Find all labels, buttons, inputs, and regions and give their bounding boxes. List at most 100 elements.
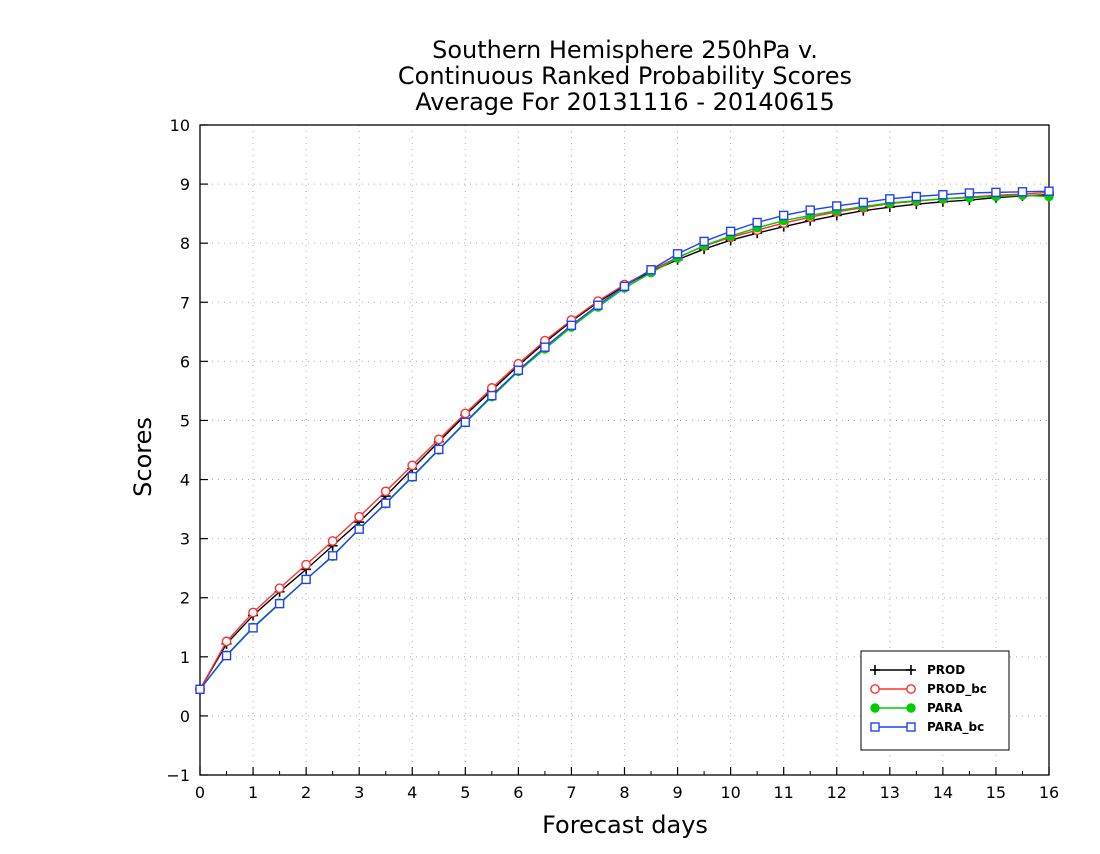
- data-point: [566, 320, 577, 331]
- data-point: [195, 684, 205, 695]
- data-point: [380, 486, 391, 497]
- data-point: [593, 300, 603, 310]
- y-tick-label: −1: [166, 766, 190, 785]
- legend: PROD PROD_bc PARA PARA_bc: [860, 650, 1010, 751]
- data-point: [1017, 187, 1028, 197]
- x-tick-label: 5: [460, 783, 470, 802]
- x-tick-label: 0: [195, 783, 205, 802]
- x-tick-label: 11: [774, 783, 794, 802]
- data-point: [274, 583, 285, 594]
- chart-title: Southern Hemisphere 250hPa v. Continuous…: [398, 36, 852, 116]
- data-point: [1044, 186, 1054, 196]
- data-point: [301, 574, 311, 585]
- y-tick-label: 5: [180, 411, 190, 430]
- data-point: [301, 559, 312, 570]
- data-point: [327, 551, 338, 561]
- title-line-2: Continuous Ranked Probability Scores: [398, 62, 852, 90]
- data-point: [221, 650, 232, 661]
- series: [195, 186, 1054, 695]
- data-point: [248, 623, 258, 633]
- y-tick-label: 0: [180, 707, 190, 726]
- x-tick-label: 6: [513, 783, 523, 802]
- title-line-1: Southern Hemisphere 250hPa v.: [432, 36, 818, 64]
- y-tick-label: 3: [180, 530, 190, 549]
- y-tick-label: 2: [180, 589, 190, 608]
- y-tick-label: 4: [180, 471, 190, 490]
- data-point: [486, 383, 497, 393]
- x-tick-label: 3: [354, 783, 364, 802]
- data-point: [778, 210, 789, 221]
- legend-label: PROD_bc: [927, 682, 987, 697]
- data-point: [805, 205, 815, 215]
- y-tick-label: 6: [180, 352, 190, 371]
- data-point: [938, 190, 948, 200]
- x-tick-label: 10: [720, 783, 740, 802]
- y-tick-label: 8: [180, 234, 190, 253]
- data-point: [381, 498, 391, 508]
- data-point: [646, 265, 656, 275]
- data-point: [460, 417, 471, 427]
- data-point: [487, 390, 497, 401]
- title-line-3: Average For 20131116 - 20140615: [415, 88, 835, 116]
- series-line-prod: [199, 194, 1050, 690]
- x-tick-label: 15: [986, 783, 1006, 802]
- x-tick-label: 12: [827, 783, 847, 802]
- data-point: [911, 191, 922, 202]
- data-point: [513, 365, 524, 375]
- series-line-prod-bc: [199, 191, 1050, 690]
- legend-label: PROD: [927, 663, 965, 677]
- x-tick-label: 4: [407, 783, 417, 802]
- x-tick-label: 14: [933, 783, 953, 802]
- data-point: [407, 471, 417, 482]
- data-point: [354, 511, 365, 522]
- data-point: [274, 598, 285, 609]
- x-tick-label: 9: [672, 783, 682, 802]
- x-tick-label: 13: [880, 783, 900, 802]
- data-point: [906, 684, 916, 694]
- data-point: [870, 703, 880, 713]
- x-tick-label: 8: [619, 783, 629, 802]
- y-tick-label: 7: [180, 293, 190, 312]
- y-tick-label: 10: [170, 116, 190, 135]
- data-point: [540, 342, 550, 352]
- data-point: [327, 536, 338, 546]
- x-axis-label: Forecast days: [542, 811, 708, 839]
- data-point: [672, 249, 683, 259]
- data-point: [248, 607, 258, 618]
- data-point: [619, 281, 630, 292]
- data-point: [407, 460, 418, 471]
- series-line-para-bc: [199, 190, 1050, 690]
- legend-label: PARA_bc: [927, 720, 984, 735]
- legend-label: PARA: [927, 701, 963, 715]
- series-para-bc: [195, 186, 1054, 695]
- legend-item-para: PARA: [870, 701, 963, 715]
- data-point: [354, 524, 364, 534]
- data-point: [832, 201, 842, 211]
- legend-item-para-bc: PARA_bc: [870, 720, 984, 735]
- data-point: [964, 188, 975, 198]
- x-tick-label: 7: [566, 783, 576, 802]
- legend-box: [860, 650, 1010, 751]
- legend-item-prod-bc: PROD_bc: [870, 682, 987, 697]
- data-point: [433, 434, 444, 445]
- series-prod: [195, 189, 1054, 695]
- data-point: [906, 722, 916, 732]
- data-point: [434, 444, 444, 455]
- data-point: [752, 217, 762, 228]
- y-tick-label: 9: [180, 175, 190, 194]
- data-point: [906, 703, 916, 713]
- data-point: [991, 187, 1001, 198]
- x-tick-label: 1: [248, 783, 258, 802]
- y-tick-label: 1: [180, 648, 190, 667]
- data-point: [870, 684, 880, 694]
- data-point: [221, 636, 232, 647]
- y-axis-label: Scores: [129, 417, 157, 497]
- series-para: [195, 190, 1054, 695]
- x-tick-label: 2: [301, 783, 311, 802]
- data-point: [870, 722, 880, 732]
- data-point: [460, 408, 471, 419]
- data-point: [725, 226, 736, 237]
